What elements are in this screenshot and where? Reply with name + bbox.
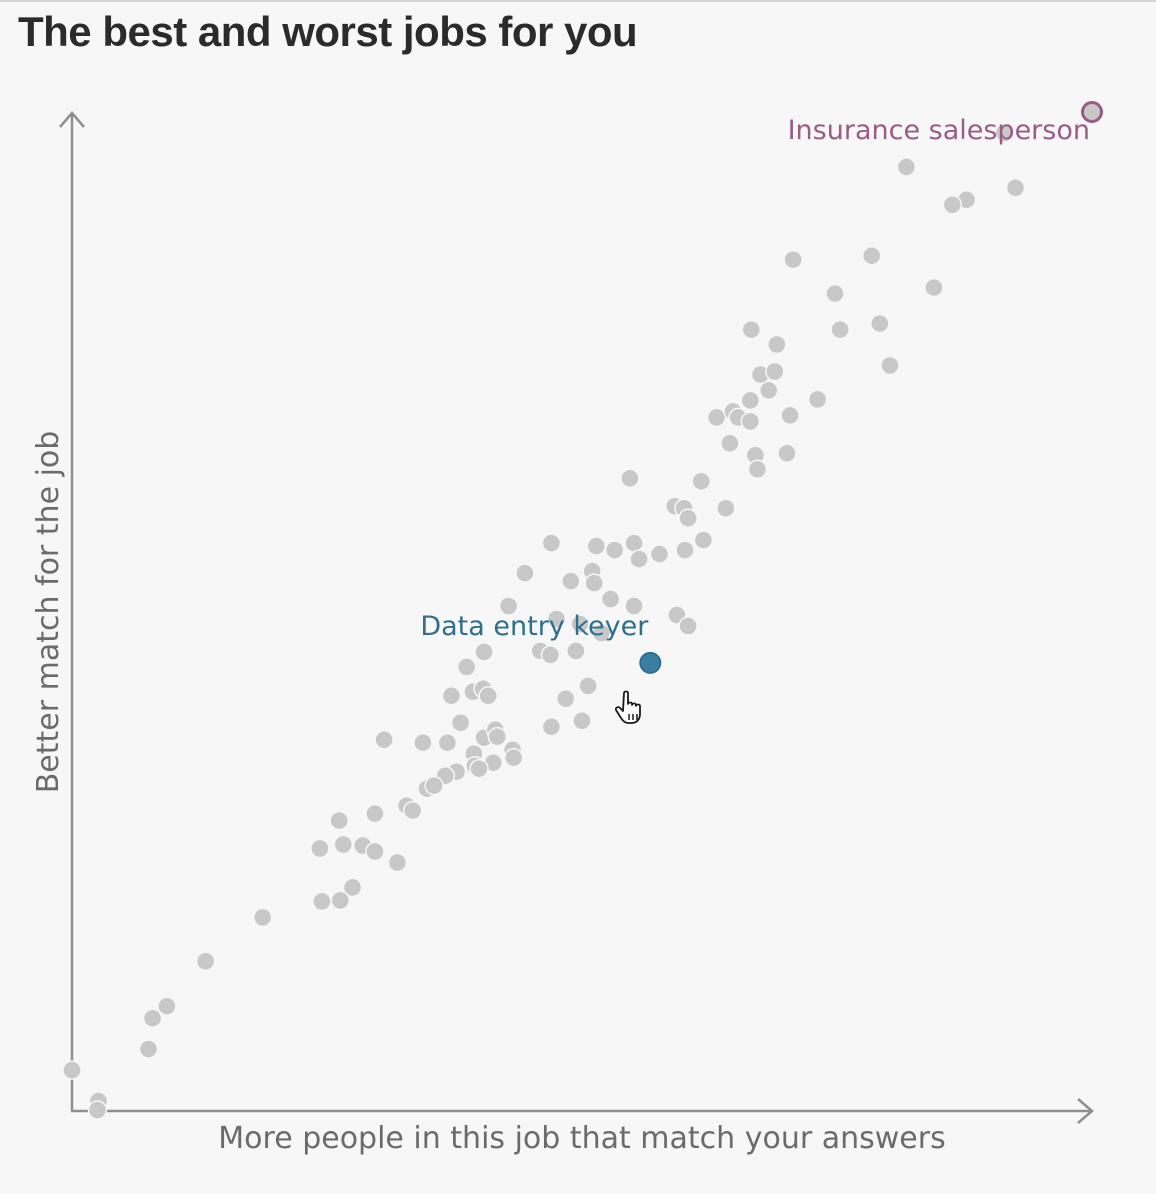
data-point[interactable]: [740, 390, 761, 411]
data-point[interactable]: [620, 468, 640, 489]
data-point[interactable]: [693, 530, 714, 550]
axes: [59, 111, 1094, 1124]
data-point[interactable]: [678, 508, 698, 528]
data-point[interactable]: [740, 411, 761, 432]
x-axis-label: More people in this job that match your …: [218, 1121, 945, 1156]
data-point[interactable]: [138, 1039, 159, 1059]
data-point[interactable]: [374, 729, 394, 750]
data-point[interactable]: [157, 996, 177, 1016]
data-point[interactable]: [503, 747, 524, 768]
data-point[interactable]: [1005, 178, 1026, 198]
data-point[interactable]: [604, 540, 625, 560]
data-point[interactable]: [329, 810, 349, 831]
data-point[interactable]: [555, 689, 576, 709]
data-point[interactable]: [765, 361, 785, 382]
data-point[interactable]: [87, 1100, 108, 1120]
data-points: [62, 123, 1026, 1120]
data-point[interactable]: [629, 549, 649, 569]
page-title: The best and worst jobs for you: [18, 8, 638, 55]
data-point[interactable]: [691, 471, 712, 492]
data-point[interactable]: [741, 319, 762, 340]
data-point[interactable]: [624, 533, 644, 553]
data-point[interactable]: [252, 907, 273, 928]
y-axis-label: Better match for the job: [31, 431, 66, 794]
y-axis-arrow-icon: [59, 111, 85, 128]
data-point[interactable]: [195, 951, 216, 972]
data-point[interactable]: [342, 877, 363, 898]
data-point[interactable]: [515, 563, 535, 583]
data-point[interactable]: [424, 775, 444, 796]
data-point[interactable]: [758, 380, 779, 401]
data-point[interactable]: [333, 834, 354, 855]
data-point[interactable]: [861, 245, 882, 266]
data-point[interactable]: [783, 249, 803, 270]
data-point[interactable]: [546, 609, 567, 629]
data-point[interactable]: [716, 498, 736, 518]
highlighted-points: Insurance salesperson Data entry keyer: [420, 101, 1103, 674]
highlight-label: Data entry keyer: [420, 611, 649, 642]
data-point[interactable]: [600, 589, 621, 609]
data-point[interactable]: [437, 732, 458, 753]
data-point[interactable]: [387, 852, 408, 873]
data-point[interactable]: [767, 334, 787, 355]
data-point[interactable]: [487, 726, 508, 747]
data-point[interactable]: [478, 686, 498, 706]
highlight-label: Insurance salesperson: [788, 115, 1090, 146]
data-point[interactable]: [807, 389, 828, 410]
data-point[interactable]: [880, 355, 900, 376]
data-point[interactable]: [586, 536, 607, 556]
data-point[interactable]: [330, 890, 351, 911]
data-point[interactable]: [413, 732, 433, 753]
data-point[interactable]: [365, 841, 385, 862]
data-point[interactable]: [747, 459, 768, 480]
data-point[interactable]: [310, 838, 330, 859]
data-point[interactable]: [942, 195, 963, 215]
data-point[interactable]: [780, 405, 800, 426]
data-point[interactable]: [830, 319, 850, 340]
data-point[interactable]: [474, 642, 494, 662]
data-point[interactable]: [561, 571, 581, 591]
data-point[interactable]: [62, 1060, 82, 1080]
data-point[interactable]: [924, 277, 944, 298]
data-point[interactable]: [456, 657, 477, 677]
data-point[interactable]: [312, 891, 332, 912]
data-point[interactable]: [870, 313, 890, 334]
data-point[interactable]: [678, 616, 698, 636]
x-axis-arrow-icon: [1077, 1098, 1094, 1124]
highlight-point-worst[interactable]: [639, 651, 662, 674]
data-point[interactable]: [402, 800, 423, 821]
data-point[interactable]: [706, 407, 727, 428]
data-point[interactable]: [540, 645, 561, 665]
data-point[interactable]: [624, 596, 644, 616]
data-point[interactable]: [572, 711, 592, 731]
data-point[interactable]: [142, 1008, 163, 1028]
data-point[interactable]: [675, 540, 695, 560]
data-point[interactable]: [578, 676, 598, 696]
top-divider: [0, 0, 1156, 2]
data-point[interactable]: [365, 803, 385, 824]
data-point[interactable]: [469, 758, 489, 779]
data-point[interactable]: [584, 573, 604, 593]
data-point[interactable]: [566, 641, 586, 661]
data-point[interactable]: [825, 283, 845, 304]
highlight-point-best[interactable]: [1081, 101, 1103, 123]
data-point[interactable]: [541, 717, 562, 737]
data-point[interactable]: [896, 157, 917, 177]
data-point[interactable]: [498, 596, 519, 616]
data-point[interactable]: [591, 623, 612, 643]
data-point[interactable]: [570, 614, 590, 634]
data-point[interactable]: [541, 533, 562, 553]
data-point[interactable]: [720, 433, 740, 454]
data-point[interactable]: [994, 123, 1015, 143]
data-point[interactable]: [450, 713, 471, 733]
data-point[interactable]: [777, 443, 797, 464]
data-point[interactable]: [649, 544, 670, 564]
hand-cursor-icon: [615, 690, 641, 724]
data-point[interactable]: [441, 686, 462, 706]
